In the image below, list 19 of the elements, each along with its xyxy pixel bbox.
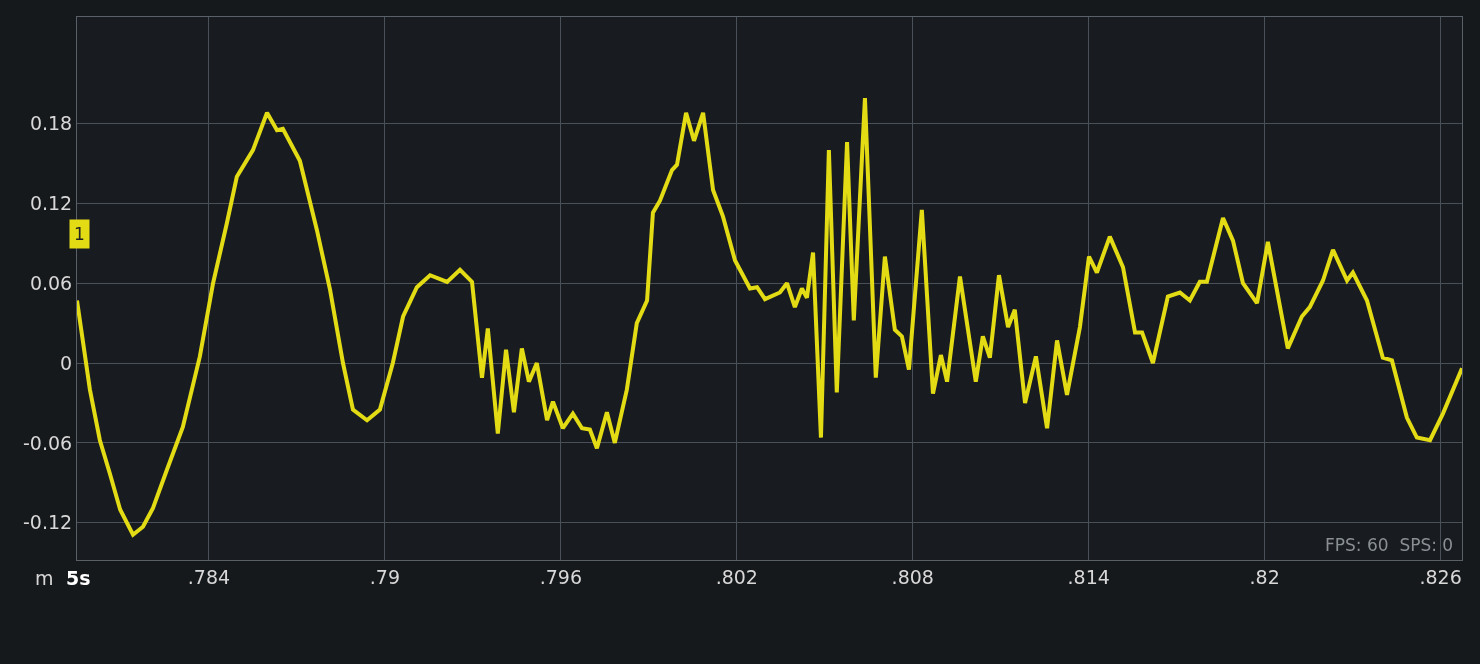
text: 5s [66, 567, 91, 589]
x-tick-label: .796 [539, 565, 583, 588]
annotation: FPS: 60 SPS: 0 [1325, 535, 1454, 555]
y-tick-label: 0.06 [29, 271, 73, 294]
x-tick-label: .784 [187, 565, 231, 588]
y-tick-label: 0.12 [29, 191, 73, 214]
y-tick-label: 0.18 [29, 112, 73, 135]
y-tick-label: -0.12 [23, 511, 73, 534]
x-tick-label: .808 [891, 565, 934, 588]
annotation: 1 [74, 224, 85, 244]
text: m [35, 567, 54, 589]
x-tick-label: .802 [715, 565, 758, 588]
x-tick-label: .82 [1249, 565, 1280, 588]
y-tick-label: -0.06 [23, 431, 73, 454]
x-tick-label: .79 [369, 565, 401, 588]
line-series [77, 96, 1462, 537]
x-tick-label: .814 [1067, 565, 1110, 588]
x-tick-label: .826 [1419, 565, 1462, 588]
y-tick-label: 0 [60, 351, 73, 374]
